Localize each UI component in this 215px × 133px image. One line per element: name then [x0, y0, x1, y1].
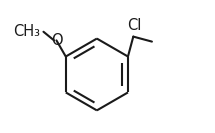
Text: O: O: [51, 33, 62, 48]
Text: CH₃: CH₃: [13, 24, 40, 39]
Text: Cl: Cl: [127, 18, 141, 33]
